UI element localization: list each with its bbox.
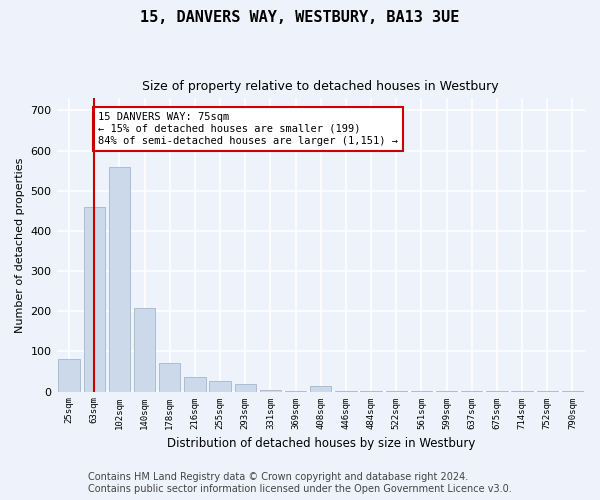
Text: 15 DANVERS WAY: 75sqm
← 15% of detached houses are smaller (199)
84% of semi-det: 15 DANVERS WAY: 75sqm ← 15% of detached … bbox=[98, 112, 398, 146]
X-axis label: Distribution of detached houses by size in Westbury: Distribution of detached houses by size … bbox=[167, 437, 475, 450]
Bar bbox=[209, 380, 231, 392]
Bar bbox=[260, 390, 281, 392]
Bar bbox=[335, 391, 356, 392]
Bar bbox=[83, 207, 105, 392]
Bar bbox=[361, 391, 382, 392]
Bar bbox=[285, 391, 307, 392]
Bar bbox=[184, 377, 206, 392]
Bar bbox=[235, 384, 256, 392]
Text: Contains HM Land Registry data © Crown copyright and database right 2024.
Contai: Contains HM Land Registry data © Crown c… bbox=[88, 472, 512, 494]
Bar bbox=[58, 358, 80, 392]
Bar bbox=[159, 364, 181, 392]
Bar bbox=[310, 386, 331, 392]
Y-axis label: Number of detached properties: Number of detached properties bbox=[15, 158, 25, 332]
Title: Size of property relative to detached houses in Westbury: Size of property relative to detached ho… bbox=[142, 80, 499, 93]
Text: 15, DANVERS WAY, WESTBURY, BA13 3UE: 15, DANVERS WAY, WESTBURY, BA13 3UE bbox=[140, 10, 460, 25]
Bar bbox=[134, 308, 155, 392]
Bar bbox=[109, 166, 130, 392]
